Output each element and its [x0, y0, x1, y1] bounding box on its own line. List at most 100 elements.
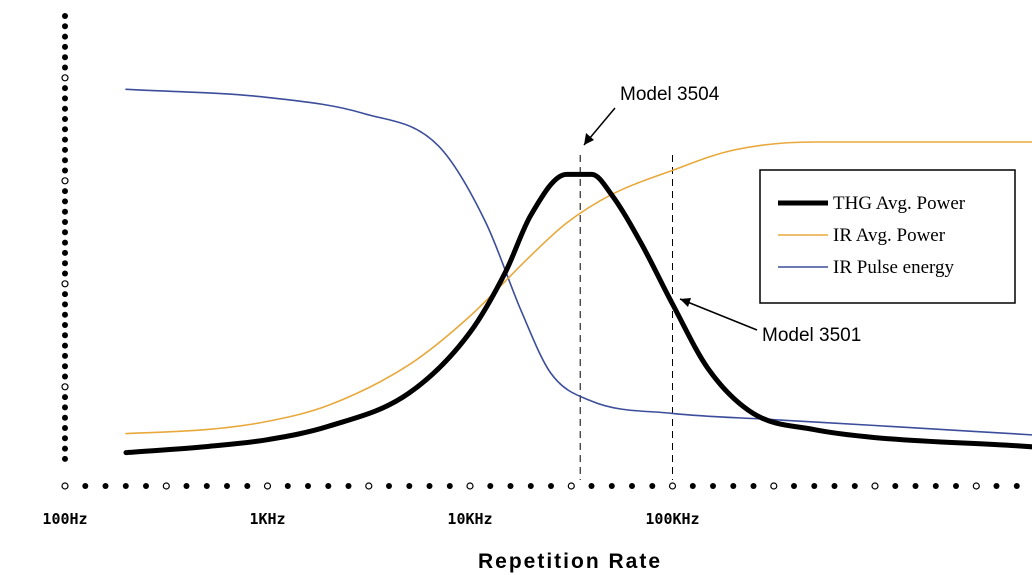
y-axis-dot — [62, 260, 68, 267]
y-axis-dot — [62, 219, 68, 225]
y-axis-dot — [62, 239, 68, 246]
y-axis-dot — [62, 116, 68, 122]
y-axis-dot — [62, 249, 68, 256]
x-axis-title: Repetition Rate — [478, 550, 662, 573]
y-axis-dot — [62, 425, 68, 431]
y-axis-dot — [62, 352, 68, 359]
x-axis-dot — [345, 483, 352, 489]
x-axis-dot — [871, 482, 879, 490]
y-axis-dot — [61, 383, 69, 391]
y-axis-dot — [62, 85, 68, 92]
x-axis-dot — [406, 483, 413, 489]
x-axis-dot — [770, 482, 778, 490]
x-axis-dot — [972, 482, 980, 490]
arrowhead-model-3504 — [584, 133, 594, 145]
y-axis-dot — [62, 342, 68, 349]
y-axis-dot — [62, 105, 68, 112]
y-axis-dot — [62, 435, 68, 442]
y-axis-dot — [62, 332, 68, 339]
x-axis-dot — [689, 483, 696, 489]
x-axis-dot — [305, 483, 311, 489]
y-axis-dot — [62, 394, 68, 401]
x-axis-dot — [831, 483, 838, 489]
x-axis-dot — [629, 483, 635, 489]
x-tick-label: 100KHz — [645, 510, 699, 528]
x-axis-dot — [466, 482, 474, 490]
x-axis-dot — [527, 483, 534, 489]
x-axis-dot — [244, 483, 251, 489]
y-axis-dot — [62, 445, 68, 452]
y-axis-dot — [62, 414, 68, 421]
y-axis-dot — [61, 177, 69, 185]
y-axis-dot — [62, 146, 68, 153]
y-axis-dot — [62, 404, 68, 411]
x-axis-dot — [953, 483, 959, 489]
x-axis-dot — [993, 483, 1000, 489]
series-ir-pulse-energy-line — [125, 88, 1032, 436]
x-axis-dot — [608, 483, 615, 489]
x-axis-dot — [386, 483, 392, 489]
y-axis-dot — [61, 280, 69, 288]
y-axis-dot — [62, 23, 68, 30]
x-axis-dot — [851, 483, 858, 489]
x-axis-dot — [1013, 483, 1020, 489]
x-axis-dot — [932, 483, 939, 489]
y-axis-dot — [62, 208, 68, 215]
y-axis-dot — [62, 167, 68, 174]
y-axis-dot — [62, 229, 68, 236]
y-axis-dot — [62, 157, 68, 164]
x-axis-dot — [811, 483, 818, 489]
y-axis-dot — [62, 136, 68, 143]
y-axis-dotted — [61, 13, 69, 462]
series-thg-avg-power-line — [123, 171, 1032, 456]
y-axis-dot — [62, 95, 68, 102]
x-axis-dot — [912, 483, 919, 489]
x-axis-dot — [143, 483, 149, 489]
annotation-model-3501: Model 3501 — [762, 325, 861, 346]
series-layer — [123, 88, 1032, 456]
x-axis-dot — [325, 483, 332, 489]
x-axis-dot — [446, 483, 453, 489]
x-axis-dot — [122, 483, 129, 489]
y-axis-dot — [62, 126, 68, 133]
legend-label-thg: THG Avg. Power — [833, 193, 966, 214]
x-tick-label: 10KHz — [447, 510, 492, 528]
x-axis-dot — [162, 482, 170, 490]
y-axis-dot — [62, 188, 68, 195]
x-axis-dot — [507, 483, 514, 489]
y-axis-dot — [62, 373, 68, 380]
y-axis-dot — [62, 54, 68, 61]
series-ir-avg-power-line — [125, 141, 1032, 435]
legend: THG Avg. Power IR Avg. Power IR Pulse en… — [759, 169, 1016, 304]
y-axis-dot — [62, 291, 68, 298]
model-marker-lines — [579, 155, 673, 480]
y-axis-dot — [62, 363, 68, 370]
x-tick-label: 100Hz — [42, 510, 87, 528]
x-axis-dot — [730, 483, 737, 489]
x-axis-dot — [750, 483, 757, 489]
x-axis-dot — [710, 483, 716, 489]
x-axis-dotted — [61, 482, 1020, 490]
legend-label-ir-power: IR Avg. Power — [833, 225, 946, 246]
x-axis-dot — [224, 483, 230, 489]
x-axis-dot — [365, 482, 373, 490]
y-axis-dot — [62, 64, 68, 71]
legend-label-ir-pulse: IR Pulse energy — [833, 257, 955, 278]
x-axis-dot — [183, 483, 190, 489]
x-axis-dot — [61, 482, 69, 490]
arrowhead-model-3501 — [680, 298, 691, 307]
y-axis-dot — [62, 270, 68, 277]
x-axis-dot — [588, 483, 595, 489]
y-axis-dot — [62, 455, 68, 462]
annotations: Model 3504 Model 3501 — [583, 84, 861, 346]
arrow-model-3501 — [679, 298, 758, 331]
x-axis-dot — [567, 482, 575, 490]
x-tick-label: 1KHz — [249, 510, 285, 528]
legend-box — [759, 169, 1016, 304]
y-axis-dot — [62, 33, 68, 40]
x-axis-dot — [203, 483, 210, 489]
y-axis-dot — [62, 43, 68, 50]
x-axis-dot — [82, 483, 89, 489]
annotation-model-3504: Model 3504 — [620, 84, 720, 105]
